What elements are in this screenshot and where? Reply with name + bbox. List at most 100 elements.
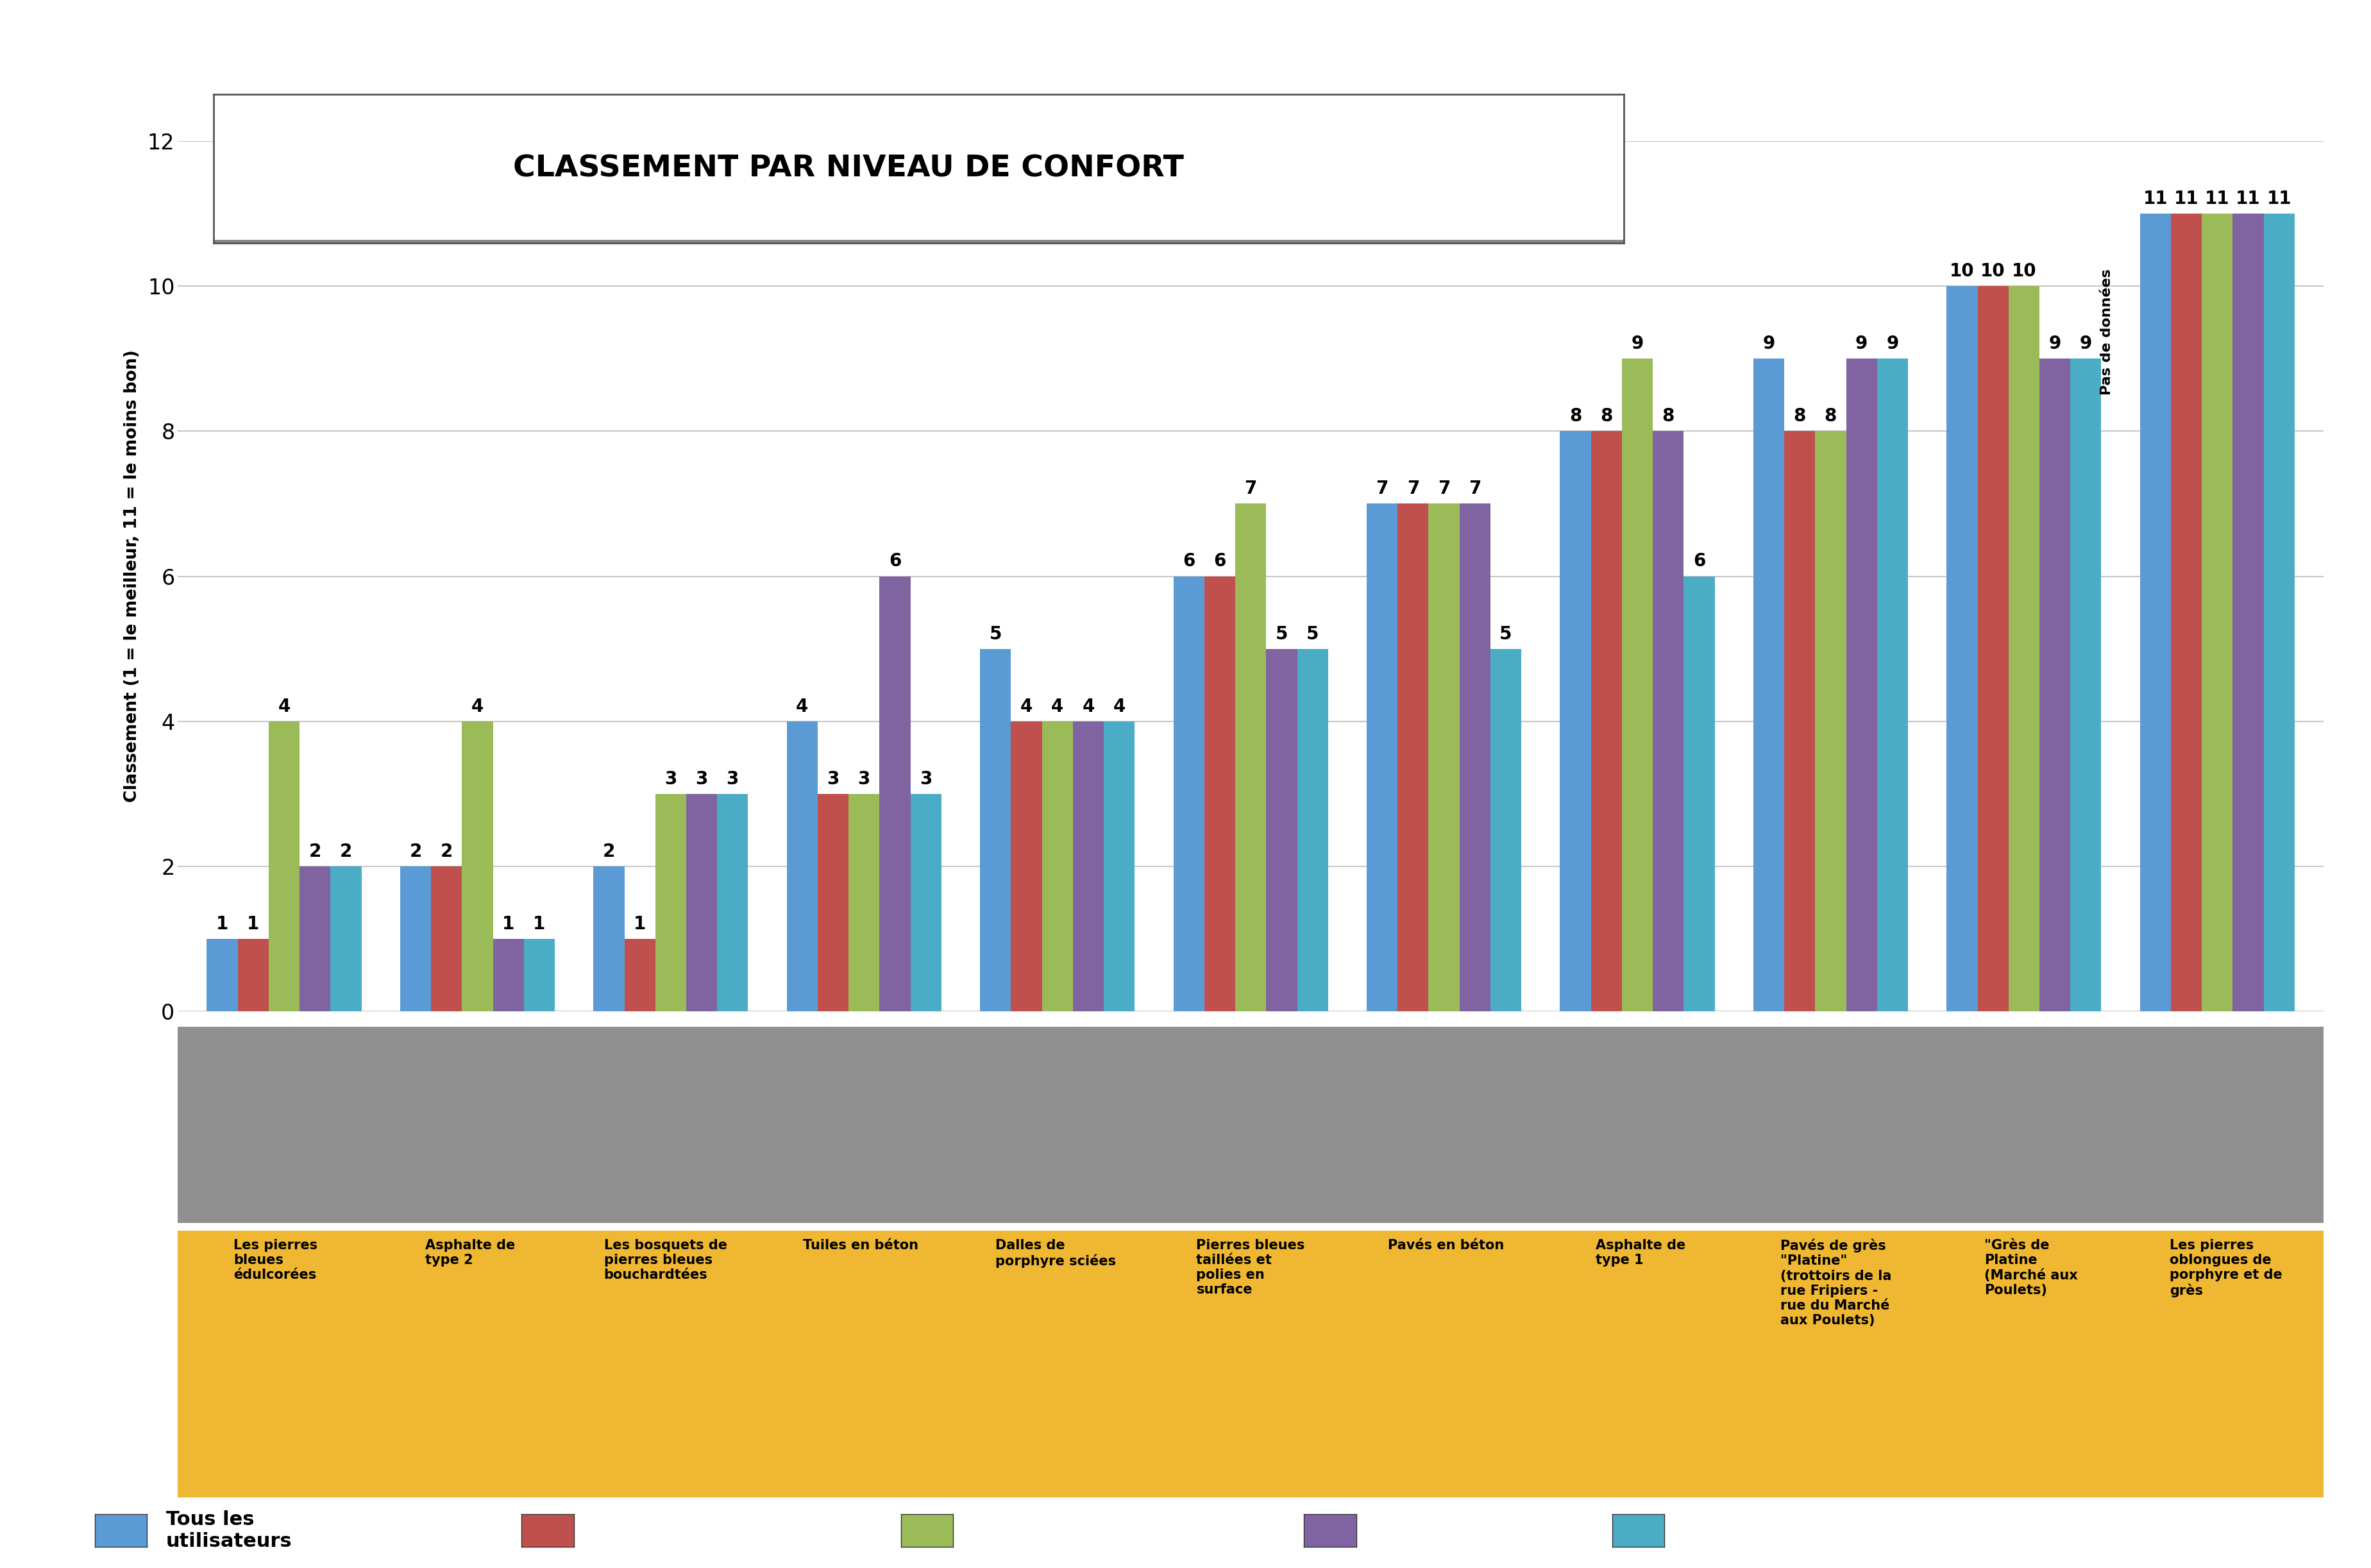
Bar — [2203, 213, 2233, 1011]
Text: Asphalte de
type 2: Asphalte de type 2 — [424, 1239, 515, 1267]
Text: 4: 4 — [1050, 698, 1065, 715]
Text: 8: 8 — [1823, 408, 1838, 425]
Text: 2: 2 — [339, 842, 353, 861]
Bar — [1461, 503, 1491, 1011]
Text: 4: 4 — [1112, 698, 1126, 715]
Text: Les bosquets de
pierres bleues
bouchardtées: Les bosquets de pierres bleues bouchardt… — [605, 1239, 728, 1281]
Text: 3: 3 — [695, 770, 709, 789]
Text: 5: 5 — [1498, 626, 1513, 643]
Bar — [1235, 503, 1266, 1011]
Text: 11: 11 — [2205, 190, 2229, 209]
Text: 2: 2 — [410, 842, 422, 861]
Text: 11: 11 — [2143, 190, 2167, 209]
Bar — [1560, 431, 1591, 1011]
Bar — [2070, 359, 2101, 1011]
Bar — [1397, 503, 1430, 1011]
Text: 1: 1 — [533, 916, 545, 933]
Bar — [910, 793, 941, 1011]
Text: 10: 10 — [2011, 262, 2037, 281]
Bar — [1653, 431, 1683, 1011]
Text: 7: 7 — [1437, 480, 1451, 499]
Bar — [654, 793, 685, 1011]
Text: 1: 1 — [633, 916, 645, 933]
Bar — [593, 866, 624, 1011]
Text: 4: 4 — [797, 698, 809, 715]
Text: 3: 3 — [827, 770, 839, 789]
Text: 3: 3 — [920, 770, 932, 789]
Bar — [1491, 649, 1522, 1011]
Bar — [2039, 359, 2070, 1011]
Text: 9: 9 — [2049, 336, 2060, 353]
Text: Pavés de grès
"Platine"
(trottoirs de la
rue Fripiers -
rue du Marché
aux Poulet: Pavés de grès "Platine" (trottoirs de la… — [1781, 1239, 1892, 1327]
Text: 4: 4 — [277, 698, 289, 715]
Text: 9: 9 — [1887, 336, 1899, 353]
Text: Pierres bleues
taillées et
polies en
surface: Pierres bleues taillées et polies en sur… — [1197, 1239, 1304, 1297]
Bar — [2008, 285, 2039, 1011]
Text: 2: 2 — [308, 842, 322, 861]
Bar — [493, 939, 524, 1011]
Bar — [787, 721, 818, 1011]
Text: 5: 5 — [1276, 626, 1287, 643]
Bar — [624, 939, 654, 1011]
Text: 4: 4 — [472, 698, 484, 715]
Bar — [849, 793, 880, 1011]
Text: 8: 8 — [1600, 408, 1612, 425]
Bar — [1752, 359, 1785, 1011]
Bar — [1266, 649, 1297, 1011]
Text: 7: 7 — [1468, 480, 1482, 499]
Bar — [1010, 721, 1041, 1011]
Bar — [524, 939, 555, 1011]
Bar — [299, 866, 330, 1011]
Bar — [1847, 359, 1878, 1011]
Text: 11: 11 — [2267, 190, 2290, 209]
Text: Pas de données: Pas de données — [2101, 268, 2113, 395]
Bar — [462, 721, 493, 1011]
Text: Les pierres
oblongues de
porphyre et de
grès: Les pierres oblongues de porphyre et de … — [2169, 1239, 2283, 1297]
Text: 3: 3 — [726, 770, 740, 789]
Bar — [432, 866, 462, 1011]
Bar — [1041, 721, 1072, 1011]
Text: 9: 9 — [1762, 336, 1776, 353]
Bar — [1430, 503, 1461, 1011]
Text: 8: 8 — [1662, 408, 1674, 425]
Bar — [1816, 431, 1847, 1011]
Bar — [330, 866, 360, 1011]
Text: Pavés en béton: Pavés en béton — [1387, 1239, 1503, 1251]
Text: 6: 6 — [1183, 552, 1195, 571]
Bar — [1591, 431, 1622, 1011]
Text: "Grès de
Platine
(Marché aux
Poulets): "Grès de Platine (Marché aux Poulets) — [1985, 1239, 2077, 1297]
Text: 2: 2 — [441, 842, 453, 861]
Text: 10: 10 — [1980, 262, 2006, 281]
Bar — [1947, 285, 1977, 1011]
Text: 9: 9 — [2079, 336, 2091, 353]
Bar — [1785, 431, 1816, 1011]
Text: 5: 5 — [1306, 626, 1318, 643]
Text: 7: 7 — [1406, 480, 1420, 499]
Text: CLASSEMENT PAR NIVEAU DE CONFORT: CLASSEMENT PAR NIVEAU DE CONFORT — [512, 154, 1183, 183]
Text: Les pierres
bleues
édulcorées: Les pierres bleues édulcorées — [232, 1239, 318, 1281]
Text: 1: 1 — [216, 916, 228, 933]
Text: 6: 6 — [889, 552, 901, 571]
Bar — [1366, 503, 1397, 1011]
Bar — [716, 793, 749, 1011]
Text: 8: 8 — [1570, 408, 1581, 425]
Text: 8: 8 — [1792, 408, 1807, 425]
Bar — [2233, 213, 2264, 1011]
Bar — [2141, 213, 2172, 1011]
Text: 1: 1 — [247, 916, 258, 933]
Bar — [2264, 213, 2295, 1011]
Text: 5: 5 — [989, 626, 1003, 643]
Text: Dalles de
porphyre sciées: Dalles de porphyre sciées — [996, 1239, 1117, 1269]
Text: 4: 4 — [1081, 698, 1095, 715]
Bar — [880, 575, 910, 1011]
Bar — [1683, 575, 1714, 1011]
Bar — [2172, 213, 2203, 1011]
Text: 9: 9 — [1856, 336, 1868, 353]
Bar — [1174, 575, 1204, 1011]
Bar — [1977, 285, 2008, 1011]
Text: 4: 4 — [1020, 698, 1034, 715]
Y-axis label: Classement (1 = le meilleur, 11 = le moins bon): Classement (1 = le meilleur, 11 = le moi… — [123, 350, 140, 803]
Text: 7: 7 — [1375, 480, 1389, 499]
Text: 3: 3 — [664, 770, 678, 789]
Bar — [1878, 359, 1909, 1011]
